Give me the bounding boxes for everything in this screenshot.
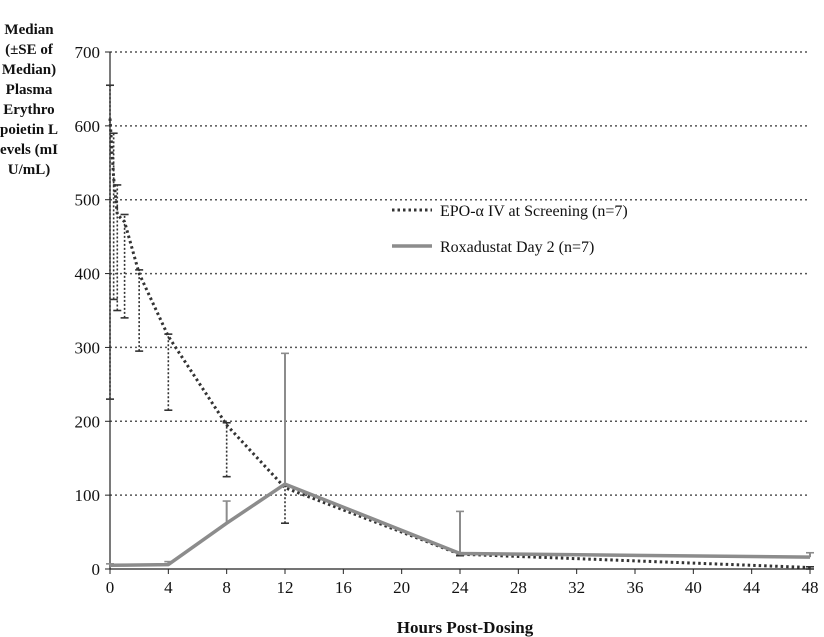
y-tick-label: 100 (75, 486, 101, 505)
x-tick-label: 12 (277, 578, 294, 597)
x-tick-label: 8 (222, 578, 231, 597)
legend-label: Roxadustat Day 2 (n=7) (440, 239, 594, 256)
y-tick-label: 500 (75, 191, 101, 210)
y-tick-label: 400 (75, 265, 101, 284)
x-tick-label: 36 (627, 578, 644, 597)
x-tick-label: 44 (743, 578, 761, 597)
y-tick-label: 700 (75, 43, 101, 62)
y-tick-label: 600 (75, 117, 101, 136)
series-line-roxadustat (109, 482, 811, 568)
x-tick-label: 32 (568, 578, 585, 597)
y-axis-label: Median (±SE of Median) Plasma Erythropoi… (0, 22, 58, 178)
x-tick-label: 48 (802, 578, 819, 597)
y-tick-label: 300 (75, 338, 101, 357)
y-tick-label: 200 (75, 412, 101, 431)
x-tick-label: 20 (393, 578, 410, 597)
y-tick-label: 0 (92, 560, 101, 579)
legend-label: EPO-α IV at Screening (n=7) (440, 203, 628, 220)
x-axis-label: Hours Post-Dosing (397, 618, 534, 637)
x-tick-label: 40 (685, 578, 702, 597)
series-line-epo (108, 118, 811, 570)
x-tick-label: 0 (106, 578, 115, 597)
x-tick-label: 28 (510, 578, 527, 597)
x-tick-label: 24 (452, 578, 470, 597)
x-tick-label: 16 (335, 578, 352, 597)
x-tick-label: 4 (164, 578, 173, 597)
